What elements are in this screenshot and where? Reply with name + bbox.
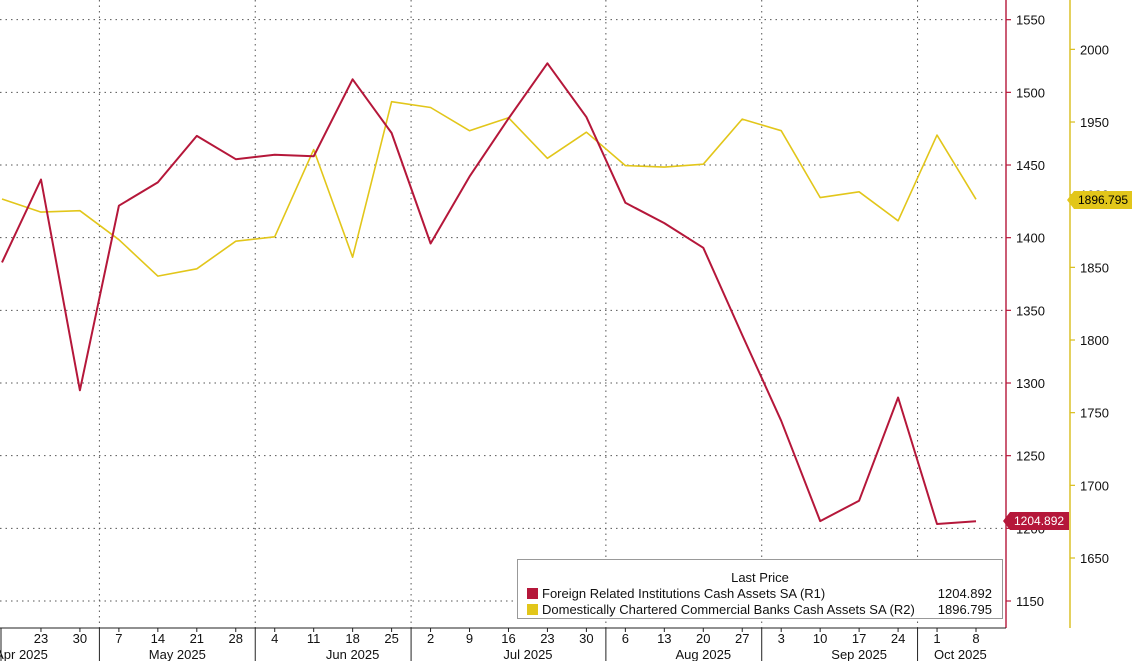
r2-tick-label: 2000: [1080, 42, 1109, 57]
x-tick-label: 2: [427, 631, 434, 646]
legend-label-r2: Domestically Chartered Commercial Banks …: [542, 602, 915, 617]
grid-lines: [0, 0, 1006, 628]
r1-tick-label: 1500: [1016, 85, 1045, 100]
x-month-label: Jun 2025: [326, 647, 380, 661]
x-tick-label: 16: [501, 631, 515, 646]
x-tick-label: 25: [384, 631, 398, 646]
last-value-tag-r2: 1896.795: [1066, 191, 1132, 209]
series-lines: [1, 62, 977, 525]
x-tick-label: 6: [622, 631, 629, 646]
legend-row-r2: Domestically Chartered Commercial Banks …: [518, 602, 1002, 618]
x-month-label: Apr 2025: [0, 647, 48, 661]
x-tick-label: 7: [115, 631, 122, 646]
x-tick-label: 27: [735, 631, 749, 646]
r1-tick-label: 1400: [1016, 231, 1045, 246]
r1-tick-label: 1300: [1016, 376, 1045, 391]
r2-tick-label: 1800: [1080, 333, 1109, 348]
legend-swatch-r2: [527, 604, 538, 615]
x-tick-label: 10: [813, 631, 827, 646]
x-tick-label: 23: [34, 631, 48, 646]
legend-row-r1: Foreign Related Institutions Cash Assets…: [518, 586, 1002, 602]
r1-tick-label: 1150: [1016, 594, 1044, 609]
r1-tick-label: 1250: [1016, 449, 1045, 464]
x-tick-label: 3: [778, 631, 785, 646]
series-line-r1: [1, 62, 977, 525]
r1-tick-label: 1350: [1016, 303, 1045, 318]
x-tick-label: 14: [151, 631, 165, 646]
legend-title: Last Price: [731, 570, 789, 585]
x-tick-label: 17: [852, 631, 866, 646]
r2-tick-label: 1850: [1080, 260, 1109, 275]
x-tick-label: 9: [466, 631, 473, 646]
x-month-label: Aug 2025: [675, 647, 731, 661]
legend-value-r2: 1896.795: [937, 602, 992, 617]
series-line-r2: [1, 100, 977, 277]
r2-tick-label: 1750: [1080, 406, 1109, 421]
x-tick-label: 11: [307, 631, 321, 646]
x-month-label: Jul 2025: [503, 647, 552, 661]
r2-tick-label: 1950: [1080, 115, 1109, 130]
x-tick-label: 18: [345, 631, 359, 646]
y-axis-r1: 115012001250130013501400145015001550: [1005, 0, 1045, 628]
x-tick-label: 30: [73, 631, 87, 646]
last-value-tag-r1: 1204.892: [1002, 512, 1070, 530]
r1-tick-label: 1450: [1016, 158, 1045, 173]
x-tick-label: 4: [271, 631, 278, 646]
x-tick-label: 1: [933, 631, 940, 646]
x-month-label: Oct 2025: [934, 647, 987, 661]
y-axis-r2: 16501700175018001850190019502000: [1069, 0, 1109, 628]
x-tick-label: 28: [229, 631, 243, 646]
x-tick-label: 20: [696, 631, 710, 646]
x-month-label: May 2025: [149, 647, 206, 661]
r1-tick-label: 1550: [1016, 13, 1045, 28]
x-tick-label: 13: [657, 631, 671, 646]
x-tick-label: 21: [190, 631, 204, 646]
x-tick-label: 23: [540, 631, 554, 646]
legend: Last Price Foreign Related Institutions …: [517, 559, 1003, 619]
legend-label-r1: Foreign Related Institutions Cash Assets…: [542, 586, 826, 601]
x-tick-label: 30: [579, 631, 593, 646]
legend-swatch-r1: [527, 588, 538, 599]
x-tick-label: 8: [972, 631, 979, 646]
x-tick-label: 24: [891, 631, 905, 646]
r2-tick-label: 1700: [1080, 478, 1109, 493]
x-month-label: Sep 2025: [831, 647, 887, 661]
x-axis: 23 30 7 14 21 28 4 11 18 25 2 9 16 23 30 6 13 20 27 3 10 17 24…: [0, 627, 1006, 661]
r2-tick-label: 1650: [1080, 551, 1109, 566]
legend-value-r1: 1204.892: [937, 586, 992, 601]
